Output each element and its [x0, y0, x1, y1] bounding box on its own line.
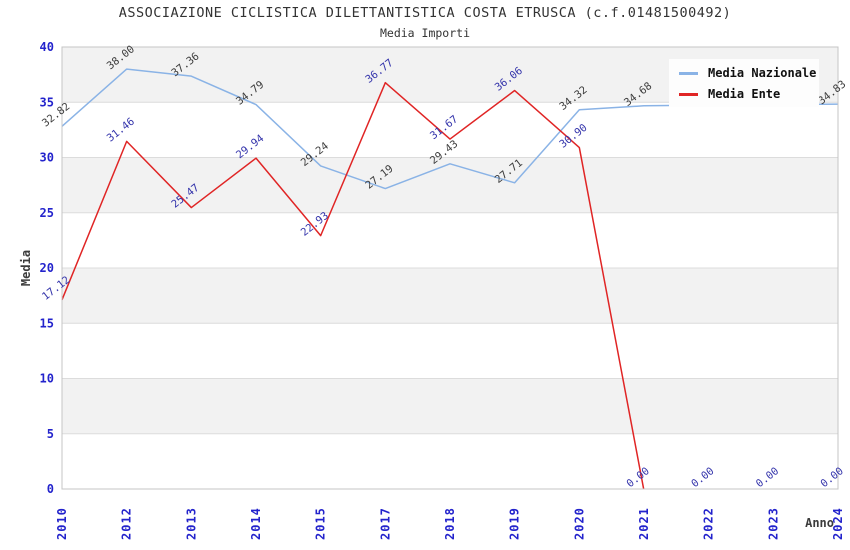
svg-text:20: 20: [40, 261, 54, 275]
svg-text:31.67: 31.67: [428, 113, 460, 142]
svg-text:2017: 2017: [378, 507, 392, 540]
svg-text:15: 15: [40, 316, 54, 330]
legend-item-media-ente: Media Ente: [679, 87, 813, 101]
media-ente-line-swatch-icon: [679, 92, 698, 96]
grid-bands: [62, 47, 838, 434]
svg-text:2020: 2020: [572, 507, 586, 540]
svg-text:2013: 2013: [184, 507, 198, 540]
svg-text:2014: 2014: [249, 507, 263, 540]
y-axis-title: Media: [19, 250, 33, 286]
svg-text:2021: 2021: [637, 507, 651, 540]
svg-text:30.90: 30.90: [557, 122, 589, 151]
svg-text:5: 5: [47, 427, 54, 441]
svg-text:2012: 2012: [120, 507, 134, 540]
svg-text:2019: 2019: [508, 507, 522, 540]
svg-text:10: 10: [40, 372, 54, 386]
series-line-media-ente: [61, 81, 645, 489]
svg-text:2015: 2015: [314, 507, 328, 540]
svg-text:25: 25: [40, 206, 54, 220]
chart-title: ASSOCIAZIONE CICLISTICA DILETTANTISTICA …: [118, 5, 732, 21]
svg-text:2024: 2024: [831, 507, 845, 540]
y-axis-tick-labels: 0 5 10 15 20 25 30 35 40: [40, 40, 54, 496]
chart-subtitle: Media Importi: [379, 26, 470, 40]
svg-text:2022: 2022: [702, 507, 716, 540]
svg-text:2023: 2023: [766, 507, 780, 540]
gridlines: [62, 101, 838, 435]
svg-text:0: 0: [47, 482, 54, 496]
svg-text:31.46: 31.46: [105, 116, 137, 145]
svg-text:40: 40: [40, 40, 54, 54]
legend-item-media-nazionale: Media Nazionale: [679, 66, 817, 80]
legend-label: Media Ente: [708, 87, 781, 101]
svg-text:0.00: 0.00: [818, 465, 845, 490]
svg-text:30: 30: [40, 151, 54, 165]
chart-legend: Media Nazionale Media Ente: [669, 59, 819, 107]
svg-text:2010: 2010: [55, 507, 69, 540]
svg-text:35: 35: [40, 95, 54, 109]
plot-border: [61, 46, 839, 490]
svg-text:2018: 2018: [443, 507, 457, 540]
media-nazionale-line-swatch-icon: [679, 71, 698, 75]
svg-text:0.00: 0.00: [754, 465, 781, 490]
svg-text:0.00: 0.00: [624, 465, 651, 490]
legend-label: Media Nazionale: [708, 66, 817, 80]
svg-text:29.94: 29.94: [234, 132, 266, 161]
x-axis-tick-labels: 2010 2012 2013 2014 2015 2017 2018 2019 2020 2021…: [55, 507, 845, 540]
x-axis-title: Anno: [805, 516, 834, 530]
svg-text:0.00: 0.00: [689, 465, 716, 490]
